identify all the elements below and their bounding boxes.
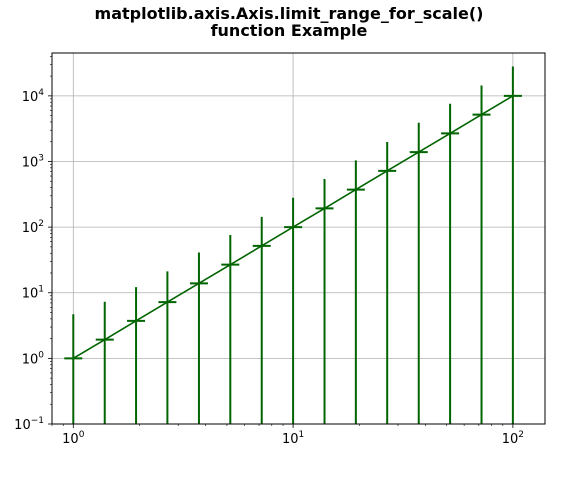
y-tick-label: 101 [22,285,44,302]
axis-ticks: 100 101 102 10−1 100 101 102 103 104 [14,56,524,447]
chart-title-line-2: function Example [211,21,368,40]
grid-lines [52,53,545,424]
error-bars [72,66,514,424]
x-tick-label: 101 [282,430,304,447]
y-tick-label: 103 [22,153,44,170]
y-tick-label: 100 [22,350,45,367]
x-tick-label: 102 [502,430,524,447]
y-tick-label: 102 [22,219,44,236]
y-tick-label: 104 [22,88,45,105]
chart-title-line-1: matplotlib.axis.Axis.limit_range_for_sca… [95,4,484,23]
axes-frame [51,52,546,425]
point-markers [64,94,522,360]
x-tick-label: 100 [62,430,85,447]
y-tick-label: 10−1 [14,416,44,433]
